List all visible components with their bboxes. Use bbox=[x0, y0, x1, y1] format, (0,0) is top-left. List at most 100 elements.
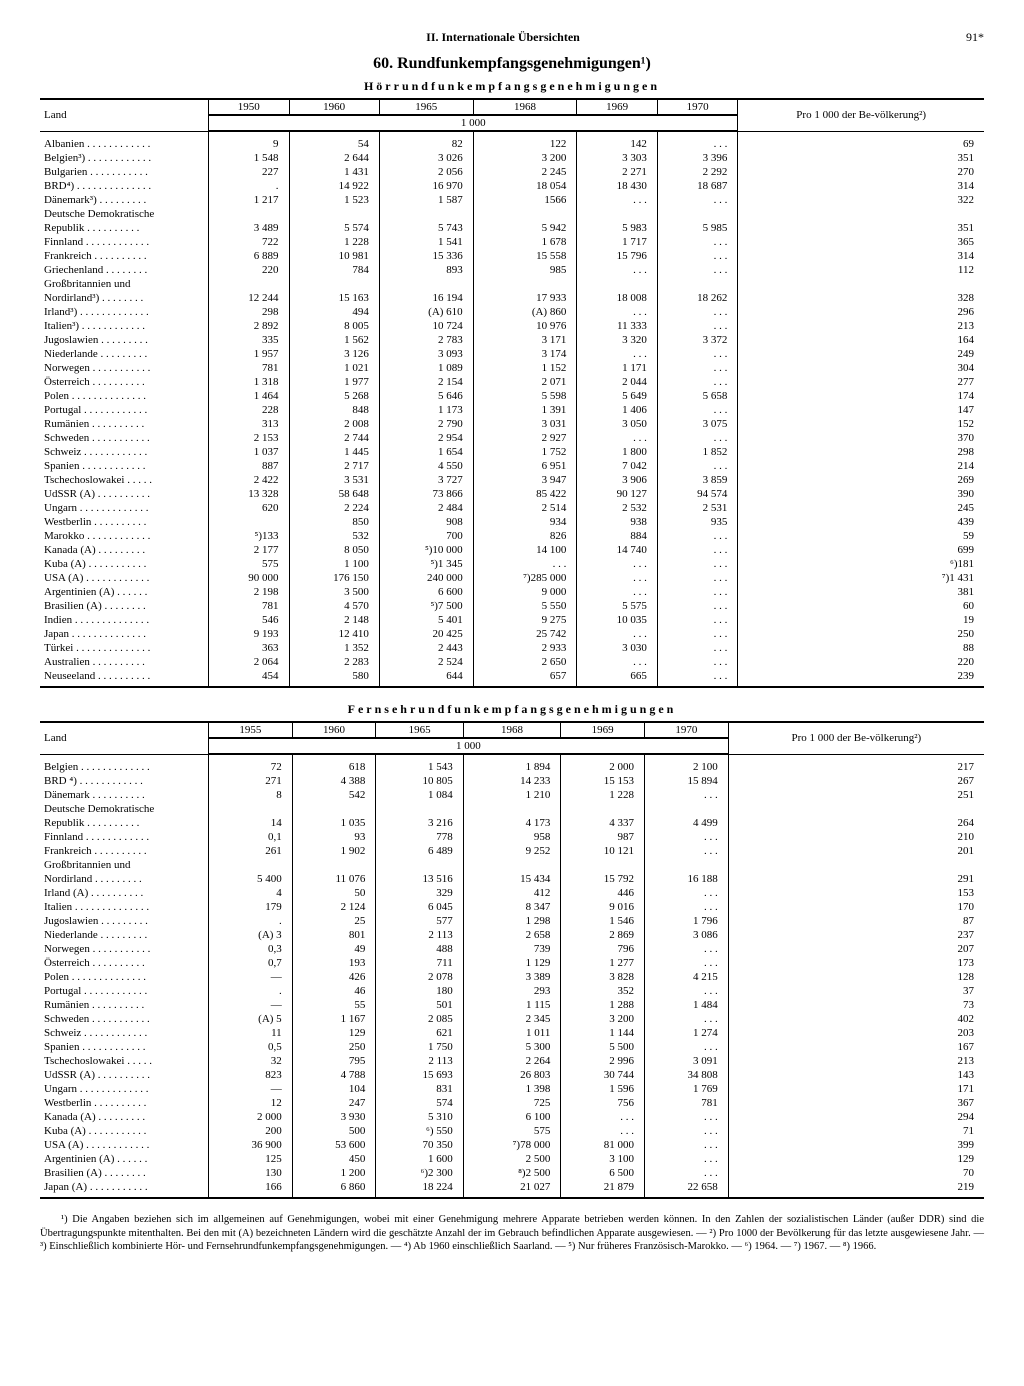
cell-value: 5 500 bbox=[561, 1040, 645, 1054]
cell-value: 1 541 bbox=[379, 235, 473, 249]
table-row: Australien . . . . . . . . . .2 0642 283… bbox=[40, 655, 984, 669]
cell-value: 3 050 bbox=[577, 417, 658, 431]
cell-value bbox=[463, 802, 561, 816]
cell-value: 367 bbox=[728, 1096, 984, 1110]
cell-value: . . . bbox=[645, 1166, 729, 1180]
table-row: Rumänien . . . . . . . . . .—555011 1151… bbox=[40, 998, 984, 1012]
cell-value: 1 352 bbox=[289, 641, 379, 655]
cell-value: 1 318 bbox=[209, 375, 290, 389]
th-y6: 1970 bbox=[645, 722, 729, 738]
cell-land: Schweiz . . . . . . . . . . . . bbox=[40, 445, 209, 459]
cell-value: 90 127 bbox=[577, 487, 658, 501]
section-header: II. Internationale Übersichten bbox=[40, 30, 966, 45]
cell-land: Tschechoslowakei . . . . . bbox=[40, 1054, 209, 1068]
cell-land: USA (A) . . . . . . . . . . . . bbox=[40, 1138, 209, 1152]
cell-value: 60 bbox=[738, 599, 984, 613]
cell-value bbox=[645, 802, 729, 816]
cell-value: . . . bbox=[657, 613, 738, 627]
cell-value: 370 bbox=[738, 431, 984, 445]
table-row: Norwegen . . . . . . . . . . .0,34948873… bbox=[40, 942, 984, 956]
cell-value: 58 648 bbox=[289, 487, 379, 501]
table-row: Brasilien (A) . . . . . . . .7814 570⁵)7… bbox=[40, 599, 984, 613]
cell-value: 1 217 bbox=[209, 193, 290, 207]
cell-value: 796 bbox=[561, 942, 645, 956]
cell-value: 5 268 bbox=[289, 389, 379, 403]
cell-value: 887 bbox=[209, 459, 290, 473]
cell-value: 200 bbox=[209, 1124, 293, 1138]
cell-value: . . . bbox=[657, 403, 738, 417]
table-row: Schweiz . . . . . . . . . . . .1 0371 44… bbox=[40, 445, 984, 459]
cell-value bbox=[728, 802, 984, 816]
cell-value: . bbox=[209, 914, 293, 928]
cell-value: 3 200 bbox=[561, 1012, 645, 1026]
table-row: Albanien . . . . . . . . . . . .95482122… bbox=[40, 131, 984, 151]
cell-land: Schweden . . . . . . . . . . . bbox=[40, 431, 209, 445]
cell-value: 7 042 bbox=[577, 459, 658, 473]
cell-value: 20 425 bbox=[379, 627, 473, 641]
cell-value: . . . bbox=[577, 627, 658, 641]
cell-value: 14 740 bbox=[577, 543, 658, 557]
cell-value: 1 796 bbox=[645, 914, 729, 928]
cell-value: 240 000 bbox=[379, 571, 473, 585]
cell-value: 1 277 bbox=[561, 956, 645, 970]
cell-value: 70 350 bbox=[376, 1138, 463, 1152]
cell-value: 10 976 bbox=[473, 319, 577, 333]
cell-land: Japan (A) . . . . . . . . . . . bbox=[40, 1180, 209, 1198]
table-row: Ungarn . . . . . . . . . . . . .—1048311… bbox=[40, 1082, 984, 1096]
cell-value: 893 bbox=[379, 263, 473, 277]
cell-value: 11 333 bbox=[577, 319, 658, 333]
cell-value: 3 031 bbox=[473, 417, 577, 431]
table-row: BRD⁴) . . . . . . . . . . . . . ..14 922… bbox=[40, 179, 984, 193]
cell-value: 10 981 bbox=[289, 249, 379, 263]
cell-value: 3 171 bbox=[473, 333, 577, 347]
cell-value: . bbox=[209, 984, 293, 998]
cell-value: 352 bbox=[561, 984, 645, 998]
cell-value: 1 752 bbox=[473, 445, 577, 459]
cell-value: 501 bbox=[376, 998, 463, 1012]
table-row: Großbritannien und bbox=[40, 858, 984, 872]
cell-value: 9 000 bbox=[473, 585, 577, 599]
cell-value: 1 115 bbox=[463, 998, 561, 1012]
table-row: Österreich . . . . . . . . . .0,71937111… bbox=[40, 956, 984, 970]
cell-value: 3 930 bbox=[292, 1110, 376, 1124]
cell-value: 488 bbox=[376, 942, 463, 956]
cell-value: . . . bbox=[645, 1012, 729, 1026]
cell-value: 245 bbox=[738, 501, 984, 515]
cell-land: Neuseeland . . . . . . . . . . bbox=[40, 669, 209, 687]
cell-value: 5 401 bbox=[379, 613, 473, 627]
cell-value: 2 000 bbox=[209, 1110, 293, 1124]
cell-value: 2 744 bbox=[289, 431, 379, 445]
table-row: Großbritannien und bbox=[40, 277, 984, 291]
cell-value: 1 431 bbox=[289, 165, 379, 179]
cell-value: 1 011 bbox=[463, 1026, 561, 1040]
cell-value: 2 292 bbox=[657, 165, 738, 179]
cell-value: 2 198 bbox=[209, 585, 290, 599]
cell-value: 3 200 bbox=[473, 151, 577, 165]
table-row: Schweden . . . . . . . . . . .(A) 51 167… bbox=[40, 1012, 984, 1026]
cell-value: 176 150 bbox=[289, 571, 379, 585]
cell-value: 11 bbox=[209, 1026, 293, 1040]
table-row: USA (A) . . . . . . . . . . . .36 90053 … bbox=[40, 1138, 984, 1152]
cell-value: 3 906 bbox=[577, 473, 658, 487]
cell-value: 12 410 bbox=[289, 627, 379, 641]
cell-value: 3 372 bbox=[657, 333, 738, 347]
cell-value: 82 bbox=[379, 131, 473, 151]
table-row: Nordirland . . . . . . . . .5 40011 0761… bbox=[40, 872, 984, 886]
cell-value: 6 889 bbox=[209, 249, 290, 263]
cell-value: 2 892 bbox=[209, 319, 290, 333]
cell-value: . . . bbox=[577, 585, 658, 599]
cell-value: — bbox=[209, 970, 293, 984]
cell-value: 104 bbox=[292, 1082, 376, 1096]
table-row: Deutsche Demokratische bbox=[40, 207, 984, 221]
cell-land: Schweden . . . . . . . . . . . bbox=[40, 1012, 209, 1026]
cell-value: 5 575 bbox=[577, 599, 658, 613]
cell-value: 2 790 bbox=[379, 417, 473, 431]
cell-value: 826 bbox=[473, 529, 577, 543]
cell-value: 217 bbox=[728, 754, 984, 774]
cell-value: . . . bbox=[657, 459, 738, 473]
cell-value bbox=[376, 858, 463, 872]
cell-value: 412 bbox=[463, 886, 561, 900]
table-row: Spanien . . . . . . . . . . . .8872 7174… bbox=[40, 459, 984, 473]
cell-value: 5 942 bbox=[473, 221, 577, 235]
cell-land: Kuba (A) . . . . . . . . . . . bbox=[40, 1124, 209, 1138]
